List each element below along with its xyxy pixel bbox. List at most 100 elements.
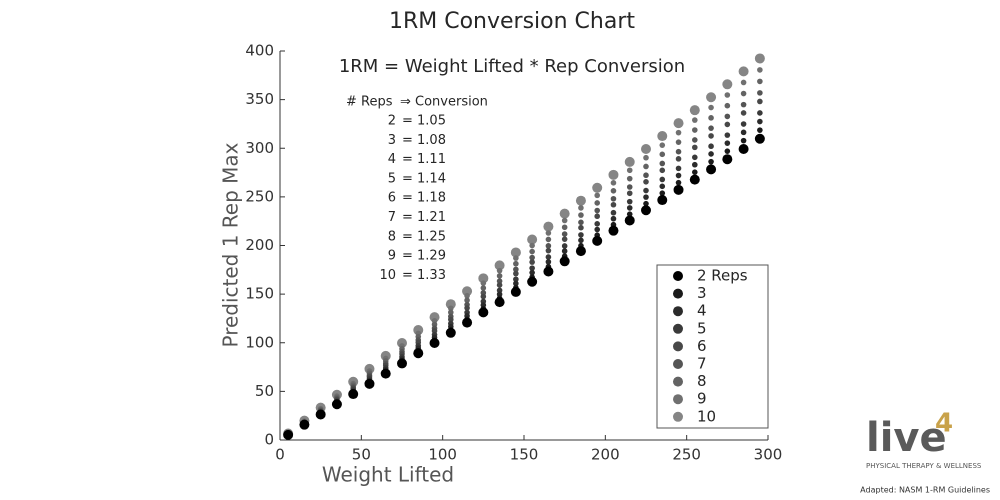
data-point [543, 266, 554, 277]
data-point [594, 221, 600, 227]
logo: live [866, 415, 947, 461]
data-point [740, 129, 747, 136]
data-point [659, 176, 666, 183]
y-tick-label: 350 [245, 90, 274, 108]
legend-marker [673, 376, 683, 387]
data-point [643, 154, 649, 161]
data-point [626, 175, 633, 182]
data-point [561, 224, 568, 231]
data-point [592, 235, 603, 246]
data-point [641, 205, 651, 216]
data-point [480, 280, 487, 286]
legend-marker [673, 411, 683, 422]
y-tick-label: 250 [245, 187, 274, 205]
data-point [594, 213, 600, 220]
data-point [513, 276, 519, 283]
data-point [545, 254, 552, 260]
x-tick-label: 150 [510, 446, 539, 464]
legend-label: 3 [697, 284, 707, 302]
data-point [545, 230, 552, 236]
data-point [578, 219, 584, 226]
data-point [545, 247, 552, 254]
data-point [529, 269, 535, 276]
data-point [675, 139, 682, 145]
data-point [429, 337, 440, 348]
table-reps: 9 [388, 249, 396, 264]
data-point [494, 297, 505, 308]
data-point [527, 234, 538, 245]
data-point [738, 66, 749, 77]
data-point [724, 92, 731, 98]
data-point [757, 78, 763, 85]
data-point [496, 282, 503, 288]
x-tick-label: 50 [352, 446, 371, 464]
data-point [624, 215, 635, 226]
data-point [659, 151, 666, 158]
data-point [708, 133, 714, 139]
table-reps: 3 [388, 133, 396, 148]
data-point [708, 104, 714, 111]
data-point [494, 260, 505, 271]
data-point [724, 140, 731, 146]
data-point [592, 182, 603, 193]
data-point [626, 198, 633, 205]
data-point [692, 117, 698, 123]
data-point [510, 247, 521, 258]
data-point [610, 209, 617, 216]
data-point [643, 163, 649, 170]
formula: 1RM = Weight Lifted * Rep Conversion [339, 56, 685, 77]
data-point [529, 242, 535, 249]
data-point [757, 90, 763, 96]
data-point [594, 200, 600, 206]
data-point [545, 236, 552, 243]
y-tick-label: 0 [264, 431, 274, 449]
data-point [496, 287, 503, 294]
table-reps: 4 [388, 152, 396, 167]
data-point [578, 232, 584, 238]
data-point [708, 125, 714, 131]
data-point [561, 248, 568, 254]
table-reps: 2 [388, 114, 396, 129]
data-point [575, 246, 586, 257]
x-tick-label: 0 [275, 446, 285, 464]
data-point [675, 179, 682, 186]
data-point [559, 256, 570, 267]
data-point [659, 160, 666, 167]
table-factor: = 1.25 [402, 229, 446, 244]
table-header: ⇒ Conversion [400, 95, 488, 110]
data-point [692, 127, 698, 133]
data-point [464, 297, 470, 304]
x-axis-label: Weight Lifted [322, 463, 454, 487]
x-tick-label: 100 [428, 446, 457, 464]
data-point [610, 180, 617, 186]
data-point [496, 278, 503, 284]
data-point [608, 225, 619, 236]
table-factor: = 1.08 [402, 133, 446, 148]
data-point [480, 293, 487, 300]
legend-label: 2 Reps [697, 267, 748, 285]
data-point [692, 161, 698, 168]
legend-marker [673, 271, 683, 281]
table-factor: = 1.18 [402, 191, 446, 206]
table-factor: = 1.05 [402, 114, 446, 129]
data-point [624, 156, 635, 167]
data-point [675, 172, 682, 179]
data-point [659, 183, 666, 190]
table-reps: 10 [379, 268, 396, 283]
data-point [578, 212, 584, 218]
data-point [529, 265, 535, 271]
legend-marker [673, 359, 683, 369]
data-point [722, 154, 733, 165]
data-point [643, 172, 649, 179]
data-point [708, 158, 714, 165]
data-point [397, 358, 407, 369]
data-point [675, 156, 682, 162]
data-point [643, 179, 649, 185]
x-tick-label: 200 [591, 446, 620, 464]
y-tick-label: 200 [245, 236, 274, 254]
table-reps: 8 [388, 229, 396, 244]
data-point [561, 236, 568, 242]
data-point [626, 211, 633, 217]
data-point [724, 148, 731, 154]
